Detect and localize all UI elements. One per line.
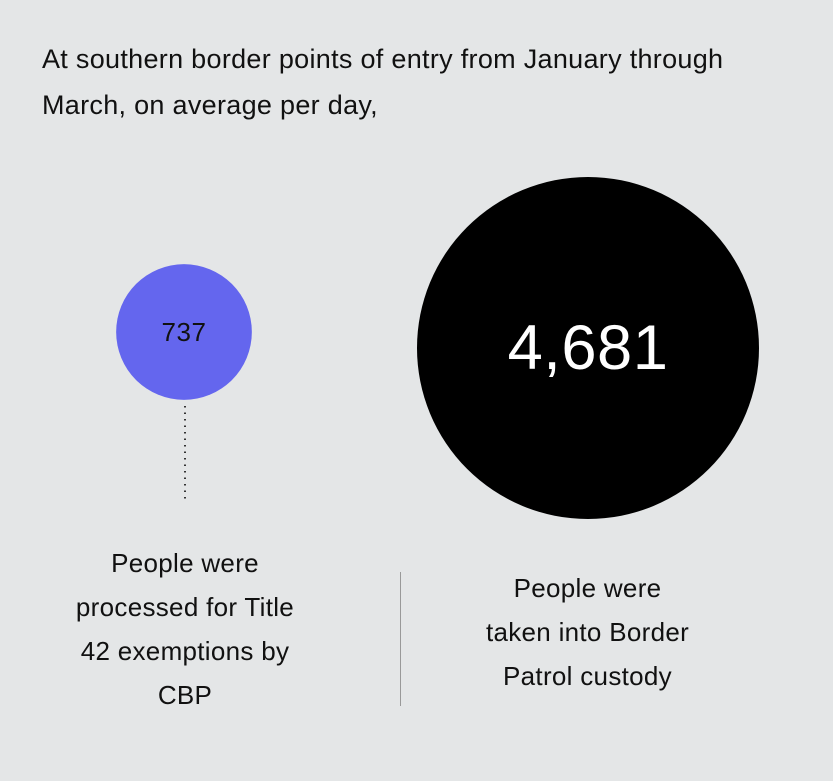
bubble bbox=[417, 177, 759, 519]
category-label: People were taken into Border Patrol cus… bbox=[485, 573, 690, 691]
category-label: People were processed for Title 42 exemp… bbox=[75, 548, 295, 710]
divider bbox=[400, 572, 401, 706]
bubble bbox=[116, 264, 252, 400]
chart-title: At southern border points of entry from … bbox=[42, 44, 724, 120]
value-label: 4,681 bbox=[508, 313, 669, 383]
value-label: 737 bbox=[162, 317, 207, 347]
